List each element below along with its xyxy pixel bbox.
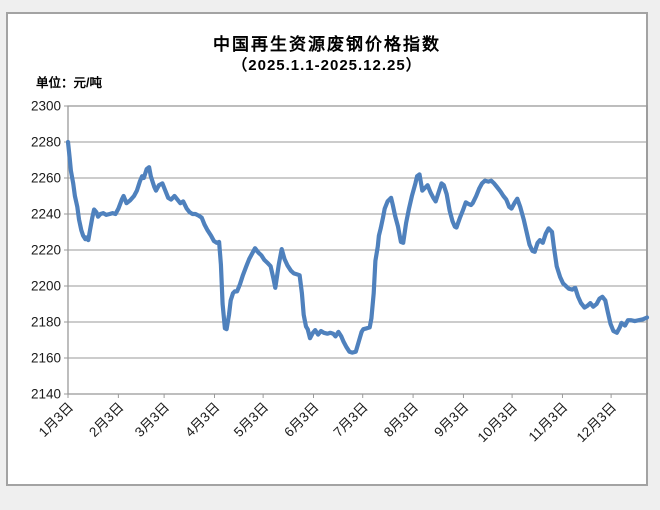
svg-text:2280: 2280 (31, 135, 61, 150)
svg-text:2200: 2200 (31, 279, 61, 294)
svg-text:2160: 2160 (31, 351, 61, 366)
chart-window: 中国再生资源废钢价格指数 （2025.1.1-2025.12.25） 单位：元/… (6, 12, 650, 486)
price-line (65, 139, 650, 355)
svg-text:2180: 2180 (31, 315, 61, 330)
svg-text:4月3日: 4月3日 (182, 400, 222, 440)
svg-text:12月3日: 12月3日 (574, 400, 620, 446)
svg-text:2140: 2140 (31, 387, 61, 402)
chart-title: 中国再生资源废钢价格指数 (213, 35, 441, 54)
svg-text:6月3日: 6月3日 (281, 400, 321, 440)
y-axis-labels: 2140 2160 2180 2200 2220 2240 2260 2280 2300 (31, 99, 61, 402)
svg-text:8月3日: 8月3日 (381, 400, 421, 440)
svg-text:10月3日: 10月3日 (475, 400, 521, 446)
svg-text:11月3日: 11月3日 (526, 400, 571, 445)
price-line-chart: 2140 2160 2180 2200 2220 2240 2260 2280 2300 1月3日… (31, 99, 650, 445)
svg-text:2240: 2240 (31, 207, 61, 222)
svg-text:1月3日: 1月3日 (36, 400, 76, 440)
x-axis-labels: 1月3日 2月3日 3月3日 4月3日 5月3日 6月3日 7月3日 8月3日 9月3日 10月3… (36, 394, 619, 445)
unit-label: 单位：元/吨 (36, 76, 102, 90)
svg-text:2300: 2300 (31, 99, 61, 114)
chart-plot-area (67, 105, 648, 395)
chart-subtitle: （2025.1.1-2025.12.25） (232, 57, 422, 74)
svg-text:3月3日: 3月3日 (132, 400, 172, 440)
svg-text:2260: 2260 (31, 171, 61, 186)
svg-text:2月3日: 2月3日 (86, 400, 126, 440)
svg-text:9月3日: 9月3日 (431, 400, 471, 440)
svg-text:5月3日: 5月3日 (231, 400, 271, 440)
svg-text:7月3日: 7月3日 (331, 400, 371, 440)
svg-text:2220: 2220 (31, 243, 61, 258)
